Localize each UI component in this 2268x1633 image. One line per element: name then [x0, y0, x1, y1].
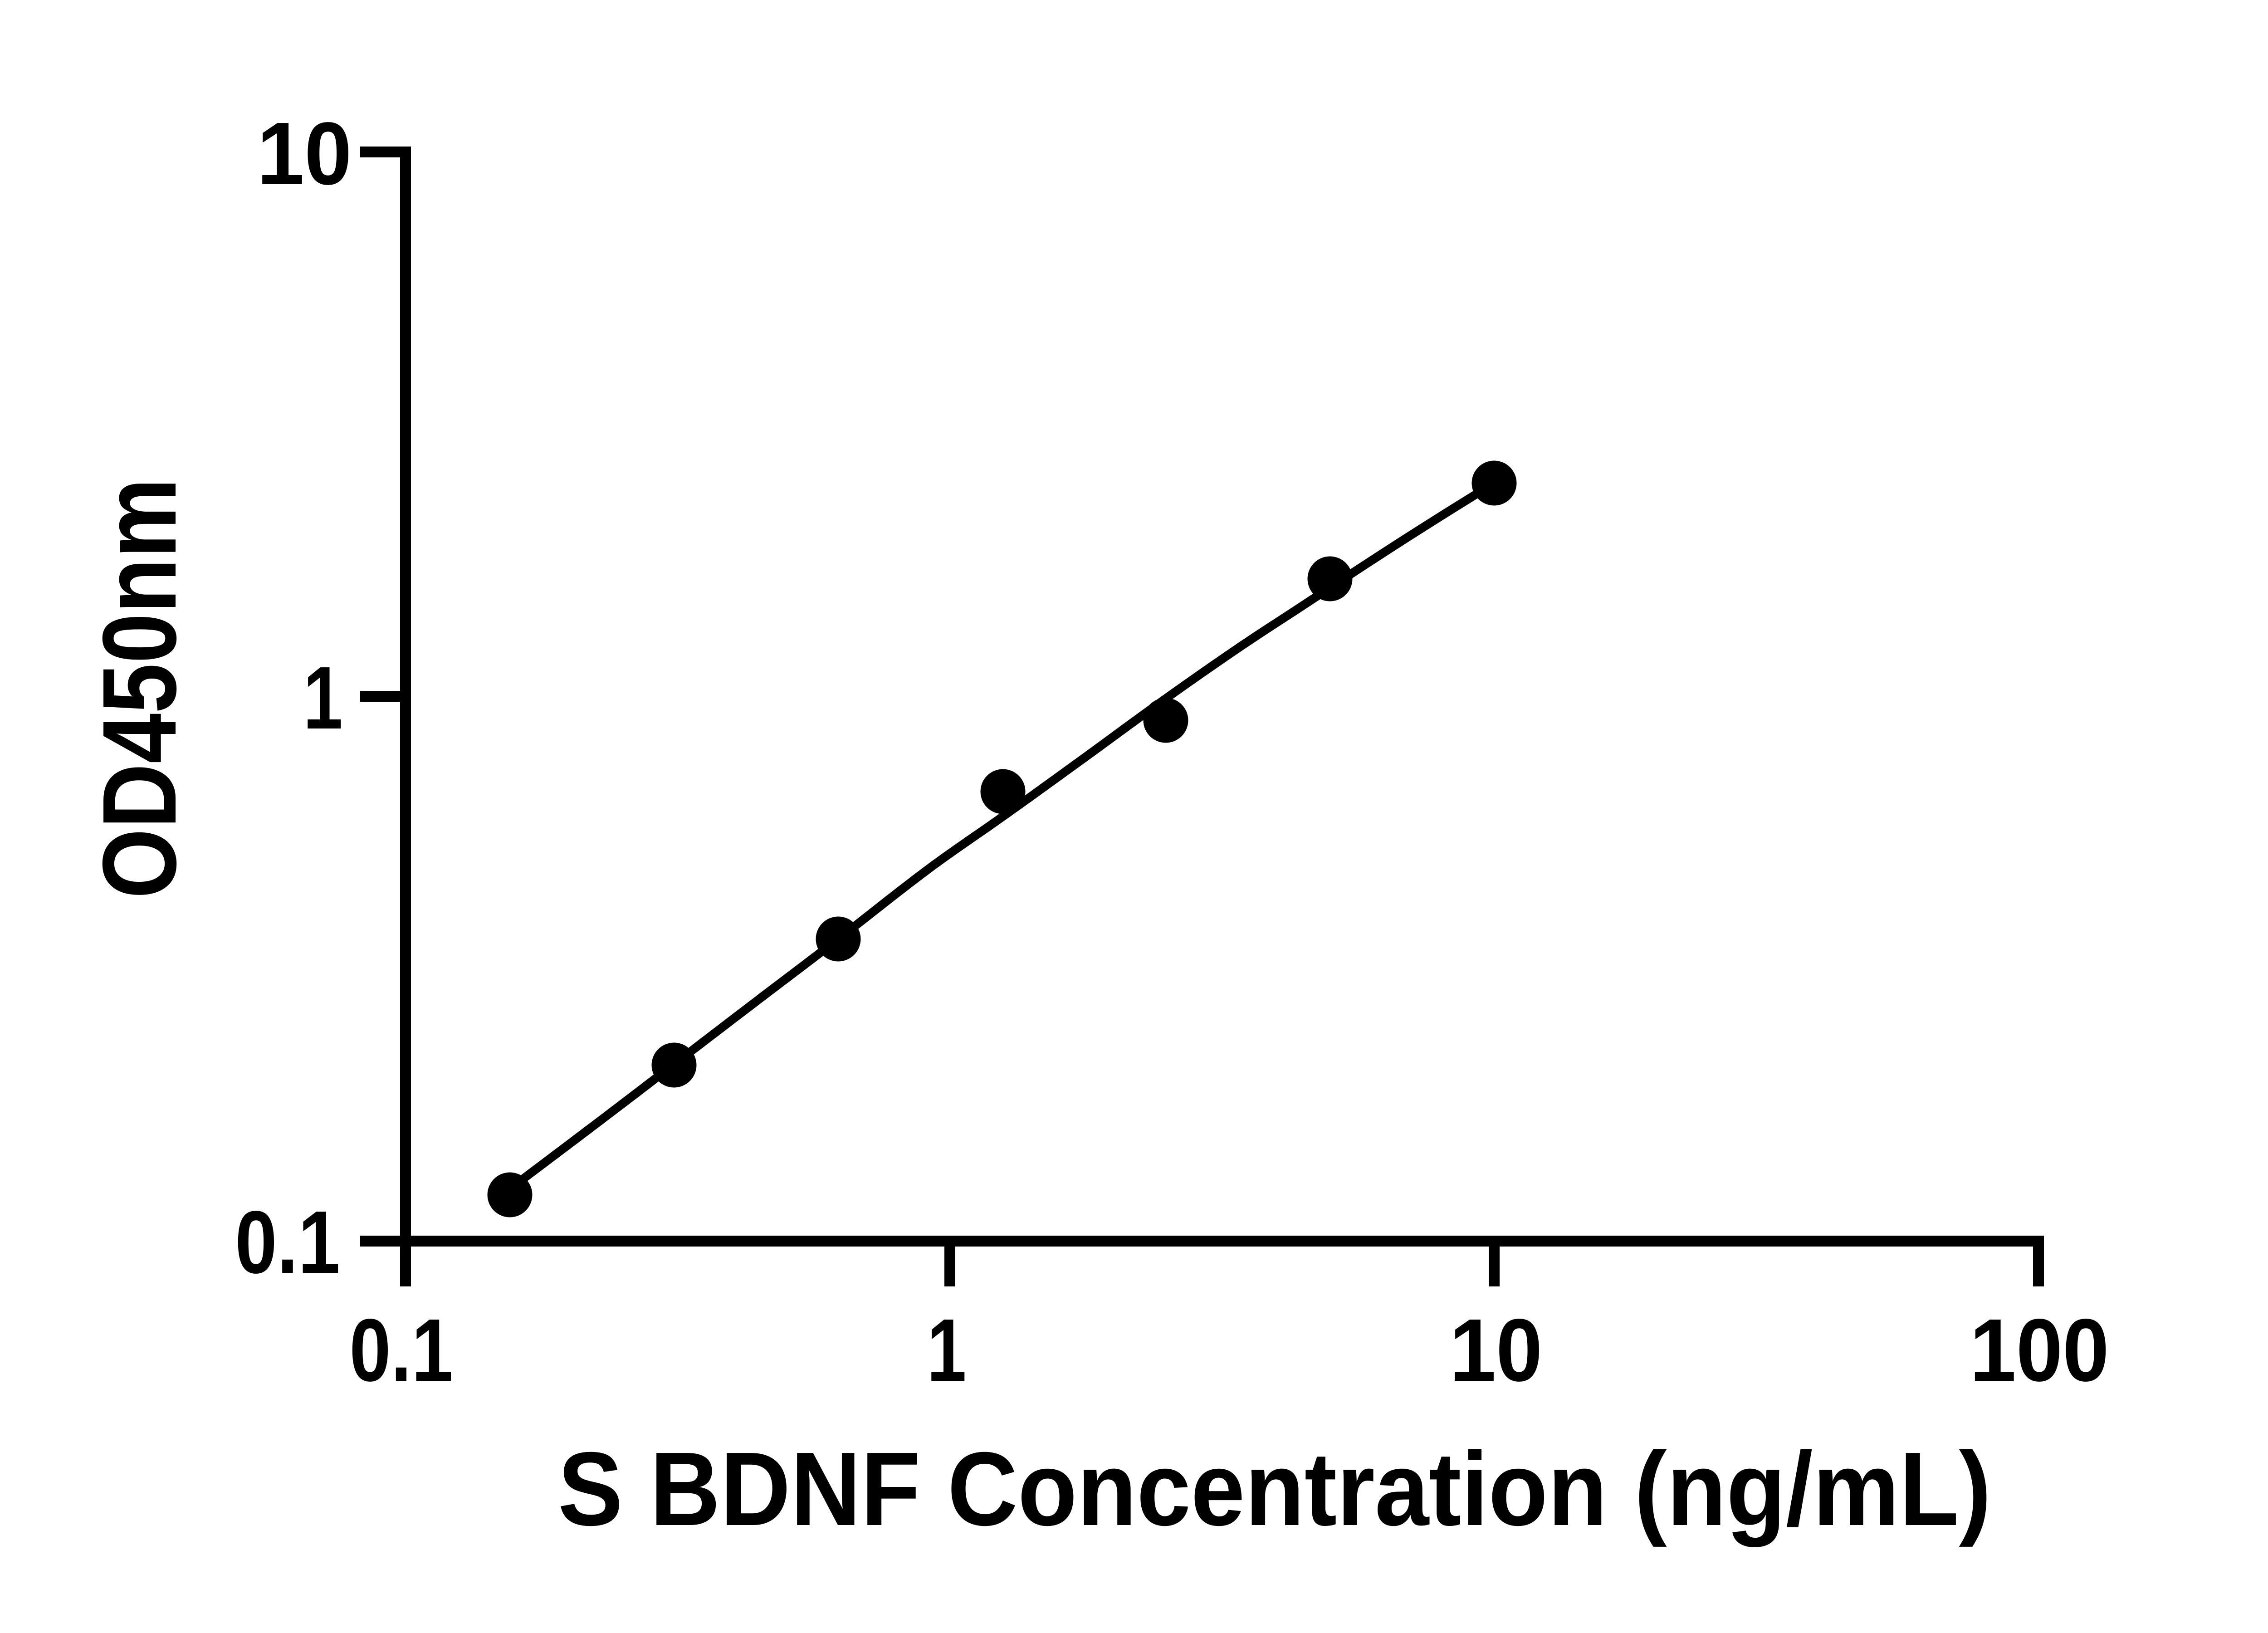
svg-text:S BDNF Concentration (ng/mL): S BDNF Concentration (ng/mL)	[558, 1431, 1991, 1548]
svg-text:10: 10	[257, 103, 352, 203]
svg-text:1: 1	[927, 1300, 966, 1400]
svg-text:0.1: 0.1	[235, 1192, 340, 1292]
svg-text:100: 100	[1970, 1301, 2109, 1400]
svg-text:OD450nm: OD450nm	[81, 478, 198, 899]
svg-text:1: 1	[303, 648, 342, 748]
svg-text:0.1: 0.1	[349, 1301, 453, 1400]
svg-text:10: 10	[1450, 1301, 1543, 1400]
